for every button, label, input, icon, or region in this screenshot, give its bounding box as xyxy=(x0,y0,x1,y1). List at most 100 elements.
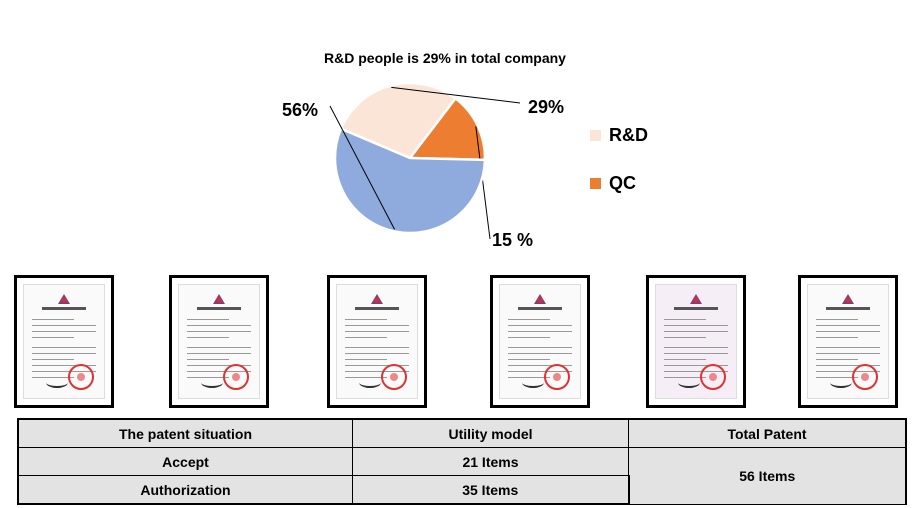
signature-mark xyxy=(830,377,852,388)
legend-item-qc: QC xyxy=(590,173,636,194)
certificate-text-line xyxy=(664,325,728,327)
certificate-text-line xyxy=(508,319,550,321)
signature-mark xyxy=(359,377,381,388)
certificate-heading xyxy=(674,307,718,310)
legend-item-rd: R&D xyxy=(590,125,648,146)
certificate-text-line xyxy=(345,359,387,361)
slice-label: 56% xyxy=(282,100,318,120)
red-seal-icon xyxy=(68,364,94,390)
emblem-icon xyxy=(58,294,70,304)
certificate-text-line xyxy=(32,371,96,373)
certificate-text-line xyxy=(187,365,251,367)
row-utility-accept: 21 Items xyxy=(352,447,629,476)
patent-certificate-image xyxy=(327,275,427,408)
certificate-page xyxy=(807,284,889,399)
leader-line xyxy=(391,86,521,104)
red-seal-icon xyxy=(223,364,249,390)
certificate-text-line xyxy=(664,353,728,355)
legend-label-rd: R&D xyxy=(609,125,648,145)
certificate-text-line xyxy=(664,319,706,321)
row-label-authorization: Authorization xyxy=(17,475,353,505)
certificate-page xyxy=(23,284,105,399)
red-seal-icon xyxy=(700,364,726,390)
table-row: Authorization 35 Items xyxy=(17,475,906,505)
patent-certificate-image xyxy=(490,275,590,408)
legend-swatch-rd xyxy=(590,130,601,141)
certificate-text-line xyxy=(187,337,229,339)
pie-chart: 29% 15 % 56% xyxy=(282,81,564,250)
legend-label-qc: QC xyxy=(609,173,636,193)
leader-line xyxy=(475,126,491,240)
certificate-text-line xyxy=(187,331,251,333)
slice-label: 29% xyxy=(528,97,564,117)
header-total-patent: Total Patent xyxy=(628,418,907,448)
certificate-text-line xyxy=(187,319,229,321)
certificate-page xyxy=(499,284,581,399)
red-seal-icon xyxy=(381,364,407,390)
certificate-page xyxy=(336,284,418,399)
certificate-text-line xyxy=(664,371,728,373)
emblem-icon xyxy=(371,294,383,304)
total-patent-value: 56 Items xyxy=(628,447,907,505)
certificate-page xyxy=(178,284,260,399)
certificate-text-line xyxy=(345,331,409,333)
certificate-text-line xyxy=(664,365,728,367)
leader-line xyxy=(329,105,396,230)
certificate-text-line xyxy=(664,331,728,333)
certificate-text-line xyxy=(816,371,880,373)
pie-slice xyxy=(407,96,487,162)
certificate-text-line xyxy=(345,337,387,339)
certificate-text-line xyxy=(345,371,409,373)
certificate-text-line xyxy=(816,325,880,327)
certificate-text-line xyxy=(816,331,880,333)
certificate-text-line xyxy=(32,319,74,321)
certificate-text-line xyxy=(816,337,858,339)
certificate-text-line xyxy=(816,347,880,349)
emblem-icon xyxy=(213,294,225,304)
certificate-text-line xyxy=(32,353,96,355)
certificate-text-line xyxy=(187,371,251,373)
red-seal-icon xyxy=(852,364,878,390)
legend-swatch-qc xyxy=(590,178,601,189)
certificate-text-line xyxy=(345,365,409,367)
certificate-text-line xyxy=(508,347,572,349)
patent-certificate-image xyxy=(798,275,898,408)
row-utility-authorization: 35 Items xyxy=(352,475,630,505)
red-seal-icon xyxy=(544,364,570,390)
certificate-heading xyxy=(355,307,399,310)
certificate-page xyxy=(655,284,737,399)
certificate-text-line xyxy=(508,359,550,361)
certificate-heading xyxy=(42,307,86,310)
header-patent-situation: The patent situation xyxy=(17,418,353,448)
slice-label: 15 % xyxy=(492,230,533,250)
signature-mark xyxy=(201,377,223,388)
signature-mark xyxy=(522,377,544,388)
certificate-text-line xyxy=(664,359,706,361)
patent-certificate-image xyxy=(169,275,269,408)
certificate-text-line xyxy=(508,325,572,327)
certificate-text-line xyxy=(816,319,858,321)
certificate-text-line xyxy=(345,319,387,321)
certificate-heading xyxy=(826,307,870,310)
table-header-row: The patent situation Utility model Total… xyxy=(17,418,907,448)
certificate-text-line xyxy=(508,353,572,355)
certificate-text-line xyxy=(32,347,96,349)
patent-certificate-image xyxy=(646,275,746,408)
emblem-icon xyxy=(842,294,854,304)
emblem-icon xyxy=(534,294,546,304)
pie-slice xyxy=(339,81,458,160)
certificate-text-line xyxy=(345,325,409,327)
certificate-text-line xyxy=(345,353,409,355)
patent-table: The patent situation Utility model Total… xyxy=(17,418,907,505)
signature-mark xyxy=(678,377,700,388)
certificate-text-line xyxy=(32,331,96,333)
certificate-text-line xyxy=(32,359,74,361)
certificate-text-line xyxy=(187,359,229,361)
certificate-text-line xyxy=(187,347,251,349)
certificate-text-line xyxy=(508,371,572,373)
certificate-text-line xyxy=(508,365,572,367)
certificate-text-line xyxy=(187,353,251,355)
certificate-text-line xyxy=(345,347,409,349)
certificate-text-line xyxy=(664,347,728,349)
certificate-heading xyxy=(197,307,241,310)
